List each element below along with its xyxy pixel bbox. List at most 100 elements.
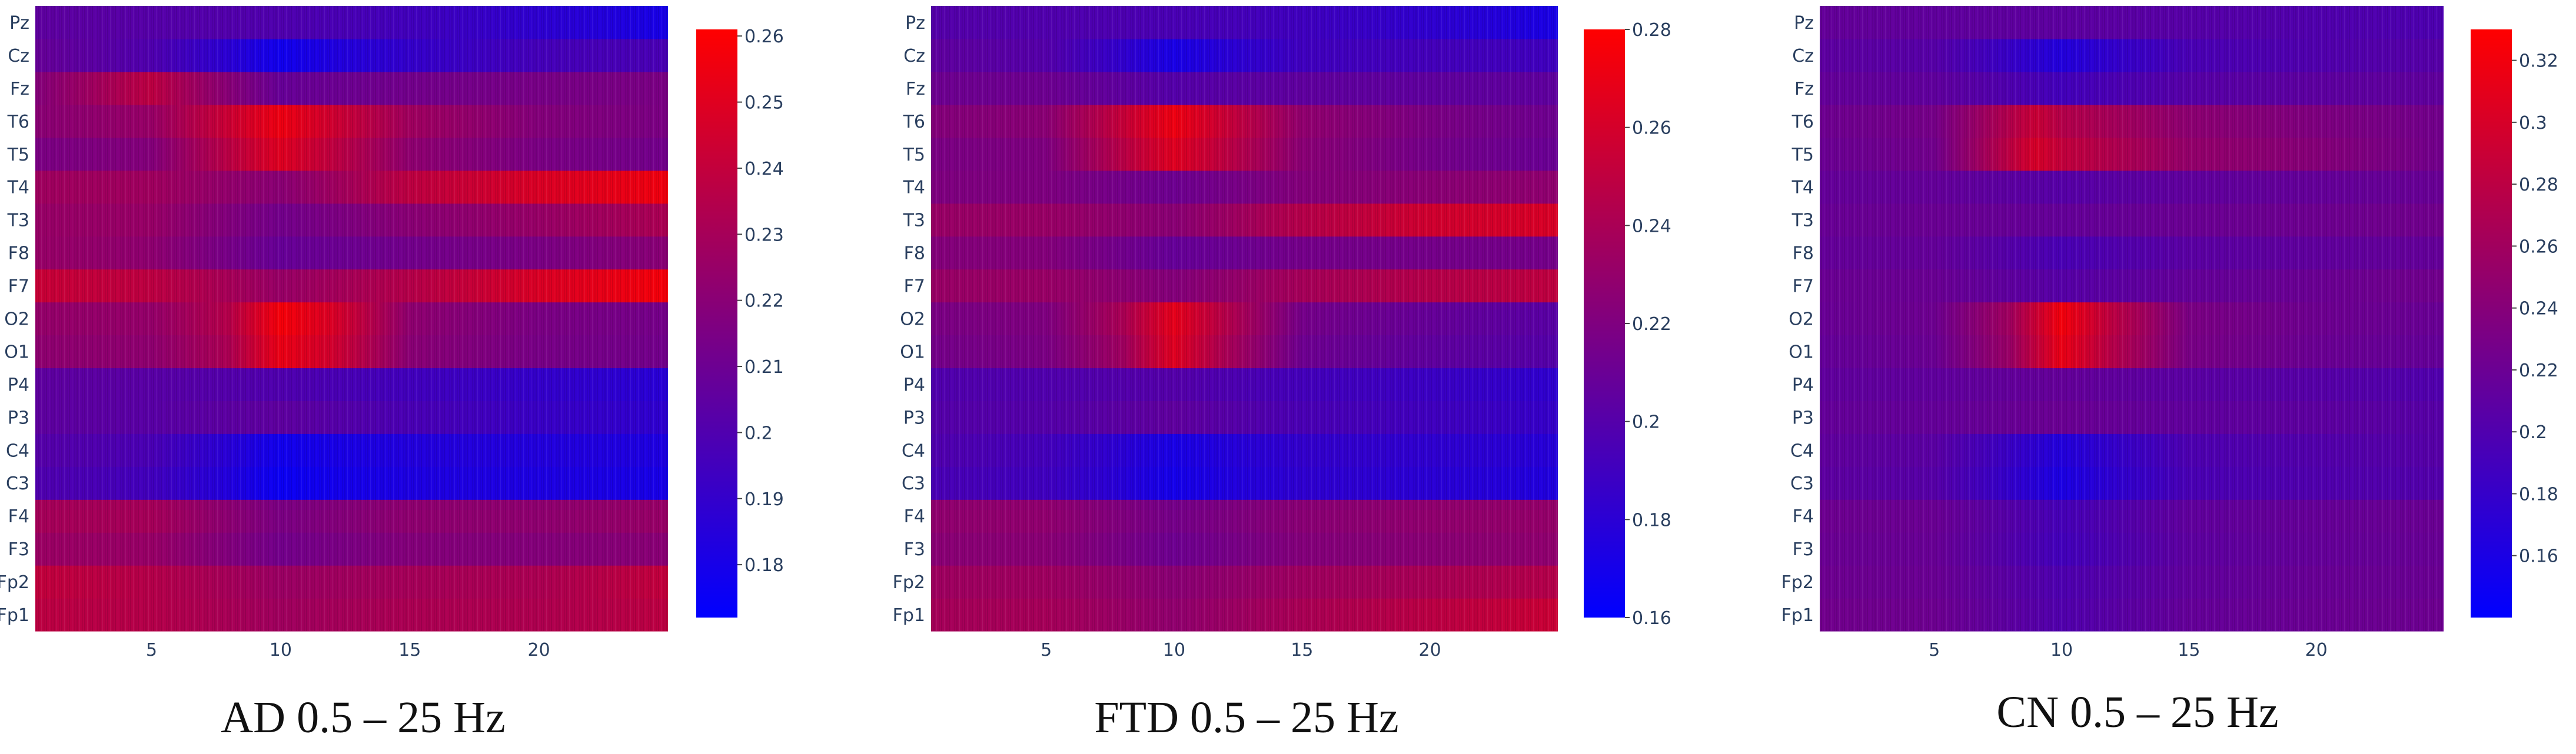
y-tick-label: T3 xyxy=(7,211,29,231)
panel-ad: Fp1 Fp2 F3 F4 C3 C4 P3 P4 O1 O2 F7 F8 T3 T4 T5 T6 Fz Cz Pz… xyxy=(0,6,784,742)
heatmap-plot-ad: Fp1 Fp2 F3 F4 C3 C4 P3 P4 O1 O2 F7 F8 T3 T4 T5 T6 Fz Cz Pz… xyxy=(0,6,668,660)
colorbar-tick-label: 0.32 xyxy=(2519,51,2558,72)
y-tick-label: Fp2 xyxy=(1781,572,1814,593)
x-tick-label: 10 xyxy=(270,640,292,660)
y-tick-label: P4 xyxy=(903,375,925,395)
y-tick-label: P4 xyxy=(8,375,29,395)
y-tick-label: Fz xyxy=(10,79,29,99)
y-tick-label: O2 xyxy=(1789,309,1814,330)
x-tick-label: 10 xyxy=(1163,640,1185,660)
y-tick-label: T5 xyxy=(7,145,29,165)
y-tick-label: O1 xyxy=(900,342,925,362)
colorbar-tick-label: 0.18 xyxy=(744,555,784,576)
y-tick-label: T6 xyxy=(7,112,29,132)
y-tick-label: Pz xyxy=(905,13,925,34)
colorbar-tick-label: 0.2 xyxy=(1632,412,1660,433)
x-tick-label: 5 xyxy=(1041,640,1052,660)
y-tick-label: T4 xyxy=(903,178,925,198)
y-tick-label: F8 xyxy=(1793,243,1814,264)
y-tick-label: C3 xyxy=(902,473,925,494)
colorbar-tick-label: 0.24 xyxy=(1632,216,1671,236)
y-tick-label: F3 xyxy=(904,539,925,560)
y-tick-label: P4 xyxy=(1792,375,1814,395)
colorbar-tick-label: 0.24 xyxy=(2519,299,2558,319)
colorbar-tick-label: 0.3 xyxy=(2519,113,2547,134)
y-tick-label: Cz xyxy=(8,46,29,66)
y-tick-label: Fp1 xyxy=(893,605,925,626)
colorbar-tick-label: 0.2 xyxy=(2519,422,2547,443)
colorbar-tick-label: 0.24 xyxy=(744,159,784,179)
x-tick-label: 10 xyxy=(2050,640,2073,660)
y-tick-label: O1 xyxy=(1789,342,1814,362)
y-tick-label: F8 xyxy=(904,243,925,264)
colorbar-tick-label: 0.26 xyxy=(2519,236,2558,257)
y-tick-label: T5 xyxy=(903,145,925,165)
heatmap-texture xyxy=(1820,6,2444,631)
colorbar-ftd: 0.16 0.18 0.2 0.22 0.24 0.26 0.28 xyxy=(1584,20,1671,629)
y-tick-label: F7 xyxy=(904,276,925,297)
y-tick-label: P3 xyxy=(8,408,29,428)
y-tick-label: T6 xyxy=(903,112,925,132)
chart-title-ftd: FTD 0.5 – 25 Hz xyxy=(1094,693,1398,742)
chart-title-cn: CN 0.5 – 25 Hz xyxy=(1996,688,2278,737)
colorbar-ad: 0.18 0.19 0.2 0.21 0.22 0.23 0.24 0.25 0.26 xyxy=(696,26,784,618)
x-tick-label: 20 xyxy=(528,640,550,660)
colorbar-tick-label: 0.22 xyxy=(1632,314,1671,335)
y-tick-label: T4 xyxy=(7,178,29,198)
y-tick-label: Fp2 xyxy=(893,572,925,593)
colorbar-tick-label: 0.25 xyxy=(744,93,784,114)
y-tick-label: C4 xyxy=(1790,441,1814,461)
y-tick-label: O2 xyxy=(900,309,925,330)
x-tick-label: 20 xyxy=(1419,640,1441,660)
y-tick-label: O1 xyxy=(4,342,29,362)
y-tick-label: Fp1 xyxy=(0,605,29,626)
y-tick-label: Pz xyxy=(9,13,29,34)
chart-title-ad: AD 0.5 – 25 Hz xyxy=(221,693,505,742)
x-tick-label: 5 xyxy=(146,640,157,660)
colorbar-cn: 0.16 0.18 0.2 0.22 0.24 0.26 0.28 0.3 0.32 xyxy=(2471,29,2558,618)
y-tick-label: Cz xyxy=(1792,46,1814,66)
y-tick-label: Fp1 xyxy=(1781,605,1814,626)
panel-ftd: Fp1 Fp2 F3 F4 C3 C4 P3 P4 O1 O2 F7 F8 T3 T4 T5 T6 Fz Cz Pz… xyxy=(893,6,1671,742)
y-tick-label: Fp2 xyxy=(0,572,29,593)
y-tick-label: F4 xyxy=(904,506,925,527)
colorbar-tick-label: 0.22 xyxy=(2519,361,2558,381)
colorbar-tick-label: 0.26 xyxy=(1632,118,1671,139)
colorbar-tick-label: 0.26 xyxy=(744,26,784,47)
x-tick-label: 20 xyxy=(2305,640,2328,660)
colorbar-tick-label: 0.18 xyxy=(2519,484,2558,505)
colorbar-tick-label: 0.19 xyxy=(744,489,784,510)
y-tick-label: Cz xyxy=(903,46,925,66)
y-tick-label: F8 xyxy=(8,243,29,264)
y-tick-label: C4 xyxy=(902,441,925,461)
y-tick-label: T4 xyxy=(1791,178,1814,198)
heatmap-texture xyxy=(35,6,668,631)
colorbar-tick-label: 0.23 xyxy=(744,225,784,245)
y-tick-label: C3 xyxy=(1790,473,1814,494)
panel-cn: Fp1 Fp2 F3 F4 C3 C4 P3 P4 O1 O2 F7 F8 T3 T4 T5 T6 Fz Cz Pz… xyxy=(1781,6,2558,737)
colorbar-tick-label: 0.18 xyxy=(1632,510,1671,531)
y-tick-label: T3 xyxy=(903,211,925,231)
colorbar-tick-label: 0.16 xyxy=(2519,546,2558,567)
y-tick-label: Fz xyxy=(1794,79,1814,99)
x-tick-label: 5 xyxy=(1929,640,1940,660)
y-tick-label: F7 xyxy=(1793,276,1814,297)
y-tick-label: O2 xyxy=(4,309,29,330)
y-tick-label: F3 xyxy=(8,539,29,560)
colorbar-tick-label: 0.16 xyxy=(1632,608,1671,629)
colorbar-gradient xyxy=(2471,29,2512,618)
colorbar-gradient xyxy=(696,29,737,618)
y-tick-label: C3 xyxy=(6,473,29,494)
x-tick-label: 15 xyxy=(1291,640,1313,660)
y-tick-label: F7 xyxy=(8,276,29,297)
heatmap-plot-ftd: Fp1 Fp2 F3 F4 C3 C4 P3 P4 O1 O2 F7 F8 T3 T4 T5 T6 Fz Cz Pz… xyxy=(893,6,1558,660)
x-tick-label: 15 xyxy=(2178,640,2200,660)
colorbar-tick-label: 0.21 xyxy=(744,357,784,378)
y-tick-label: T3 xyxy=(1791,211,1814,231)
y-tick-label: P3 xyxy=(903,408,925,428)
y-tick-label: P3 xyxy=(1792,408,1814,428)
colorbar-tick-label: 0.22 xyxy=(744,291,784,312)
y-tick-label: C4 xyxy=(6,441,29,461)
y-tick-label: Pz xyxy=(1794,13,1814,34)
